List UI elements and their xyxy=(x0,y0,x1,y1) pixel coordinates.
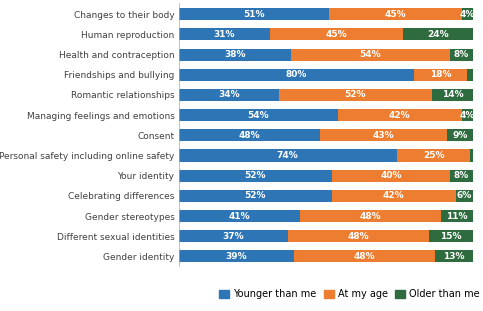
Text: 48%: 48% xyxy=(359,211,381,220)
Bar xyxy=(299,210,441,222)
Text: 45%: 45% xyxy=(326,30,347,39)
Bar xyxy=(294,250,435,262)
Bar xyxy=(470,149,476,161)
Text: 11%: 11% xyxy=(446,211,468,220)
Bar xyxy=(179,230,288,242)
Text: 4%: 4% xyxy=(460,10,475,19)
Text: 54%: 54% xyxy=(247,111,269,120)
Text: 9%: 9% xyxy=(453,131,468,140)
Bar xyxy=(450,49,473,61)
Text: 51%: 51% xyxy=(243,10,265,19)
Bar xyxy=(403,28,473,40)
Bar xyxy=(179,49,291,61)
Bar xyxy=(320,129,447,141)
Bar xyxy=(179,109,338,121)
Bar xyxy=(447,129,473,141)
Bar xyxy=(270,28,403,40)
Text: 6%: 6% xyxy=(457,191,472,200)
Text: 52%: 52% xyxy=(244,191,266,200)
Text: 39%: 39% xyxy=(226,252,247,261)
Text: 34%: 34% xyxy=(218,91,240,100)
Bar xyxy=(179,8,329,20)
Bar xyxy=(332,169,450,182)
Text: 74%: 74% xyxy=(277,151,298,160)
Text: 8%: 8% xyxy=(454,50,469,59)
Bar xyxy=(329,8,462,20)
Bar xyxy=(455,190,473,202)
Text: 80%: 80% xyxy=(286,70,307,79)
Bar xyxy=(179,149,397,161)
Text: 24%: 24% xyxy=(427,30,449,39)
Bar xyxy=(179,210,299,222)
Bar xyxy=(441,210,473,222)
Text: 31%: 31% xyxy=(213,30,235,39)
Bar xyxy=(462,8,473,20)
Text: 38%: 38% xyxy=(224,50,245,59)
Bar xyxy=(468,69,473,81)
Bar xyxy=(450,169,473,182)
Bar xyxy=(179,69,414,81)
Text: 14%: 14% xyxy=(442,91,464,100)
Bar xyxy=(332,190,455,202)
Text: 52%: 52% xyxy=(244,171,266,180)
Bar xyxy=(288,230,429,242)
Legend: Younger than me, At my age, Older than me: Younger than me, At my age, Older than m… xyxy=(215,285,483,303)
Bar xyxy=(432,89,473,101)
Text: 25%: 25% xyxy=(423,151,444,160)
Bar xyxy=(414,69,468,81)
Bar xyxy=(179,190,332,202)
Text: 18%: 18% xyxy=(430,70,452,79)
Text: 48%: 48% xyxy=(239,131,260,140)
Text: 8%: 8% xyxy=(454,171,469,180)
Text: 15%: 15% xyxy=(440,232,462,241)
Text: 37%: 37% xyxy=(222,232,244,241)
Text: 43%: 43% xyxy=(373,131,394,140)
Text: 41%: 41% xyxy=(228,211,250,220)
Bar xyxy=(179,28,270,40)
Bar xyxy=(429,230,473,242)
Bar xyxy=(179,129,320,141)
Bar xyxy=(338,109,462,121)
Text: 4%: 4% xyxy=(460,111,475,120)
Text: 42%: 42% xyxy=(389,111,411,120)
Bar xyxy=(279,89,432,101)
Text: 48%: 48% xyxy=(348,232,369,241)
Bar xyxy=(435,250,473,262)
Bar xyxy=(179,250,294,262)
Text: 40%: 40% xyxy=(380,171,401,180)
Bar xyxy=(179,89,279,101)
Text: 42%: 42% xyxy=(383,191,405,200)
Text: 45%: 45% xyxy=(384,10,406,19)
Text: 48%: 48% xyxy=(354,252,375,261)
Bar xyxy=(462,109,473,121)
Bar xyxy=(291,49,450,61)
Text: 13%: 13% xyxy=(443,252,465,261)
Bar xyxy=(179,169,332,182)
Bar xyxy=(397,149,470,161)
Text: 52%: 52% xyxy=(345,91,366,100)
Text: 54%: 54% xyxy=(359,50,381,59)
